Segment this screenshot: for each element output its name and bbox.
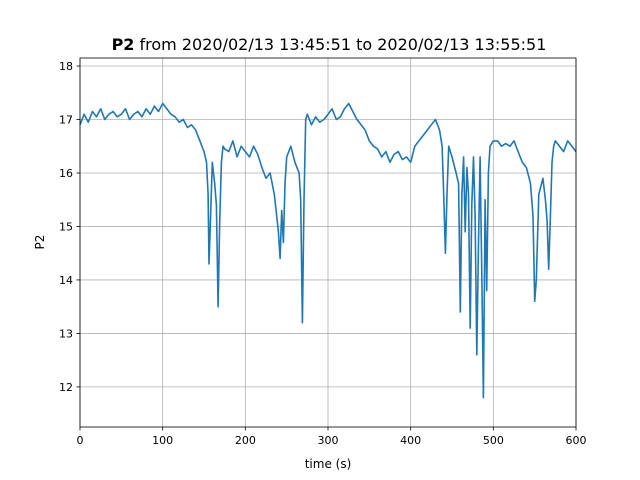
y-tick-label: 12	[59, 381, 73, 394]
grid-lines	[79, 58, 577, 427]
chart-title: P2 from 2020/02/13 13:45:51 to 2020/02/1…	[112, 35, 547, 54]
y-tick-label: 13	[59, 327, 73, 340]
x-tick-label: 200	[235, 434, 256, 447]
x-tick-label: 0	[77, 434, 84, 447]
series-group	[79, 102, 577, 399]
y-axis: 12 13 14 15 16 17 18	[59, 60, 80, 394]
chart-title-bold: P2	[112, 35, 135, 54]
x-axis-label: time (s)	[305, 457, 352, 471]
y-axis-label: P2	[33, 235, 47, 250]
x-tick-label: 300	[318, 434, 339, 447]
chart-title-rest: from 2020/02/13 13:45:51 to 2020/02/13 1…	[134, 35, 546, 54]
y-tick-label: 17	[59, 114, 73, 127]
y-tick-label: 15	[59, 220, 73, 233]
x-axis: 0 100 200 300 400 500 600	[77, 427, 587, 447]
x-tick-label: 100	[152, 434, 173, 447]
series-line	[79, 102, 577, 399]
x-tick-label: 400	[400, 434, 421, 447]
x-tick-label: 500	[483, 434, 504, 447]
y-tick-label: 14	[59, 274, 73, 287]
y-tick-label: 16	[59, 167, 73, 180]
y-tick-label: 18	[59, 60, 73, 73]
x-tick-label: 600	[566, 434, 587, 447]
